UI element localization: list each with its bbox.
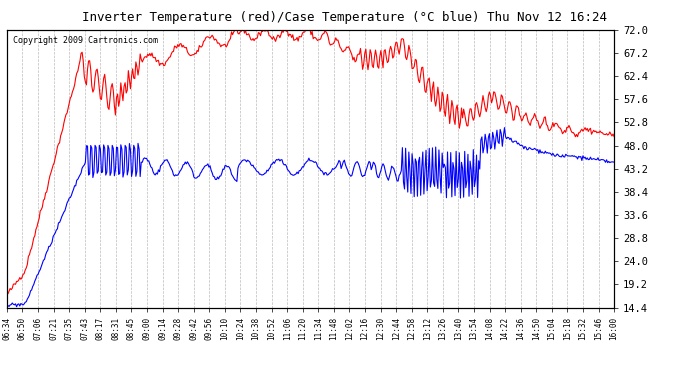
Text: Copyright 2009 Cartronics.com: Copyright 2009 Cartronics.com xyxy=(13,36,158,45)
Text: Inverter Temperature (red)/Case Temperature (°C blue) Thu Nov 12 16:24: Inverter Temperature (red)/Case Temperat… xyxy=(83,11,607,24)
